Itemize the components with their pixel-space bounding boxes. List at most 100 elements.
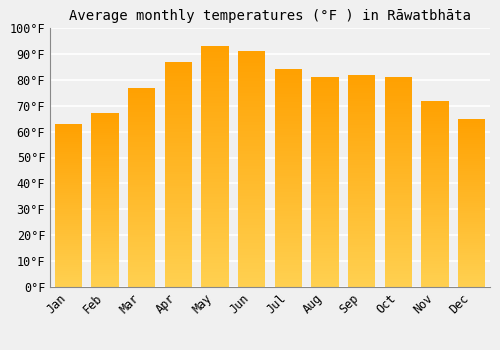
Bar [458, 285, 485, 287]
Bar [128, 207, 156, 210]
Bar [384, 256, 412, 258]
Bar [238, 92, 266, 96]
Bar [164, 132, 192, 135]
Bar [164, 253, 192, 256]
Bar [128, 257, 156, 260]
Bar [384, 174, 412, 177]
Bar [384, 185, 412, 187]
Bar [311, 185, 339, 187]
Bar [128, 272, 156, 274]
Bar [128, 197, 156, 200]
Bar [201, 167, 229, 170]
Bar [384, 250, 412, 253]
Bar [384, 264, 412, 266]
Bar [201, 212, 229, 215]
Bar [311, 135, 339, 138]
Bar [274, 151, 302, 154]
Bar [348, 234, 376, 237]
Bar [311, 198, 339, 201]
Bar [274, 135, 302, 138]
Bar [128, 175, 156, 177]
Bar [91, 248, 119, 250]
Bar [54, 203, 82, 205]
Bar [91, 207, 119, 209]
Bar [384, 198, 412, 201]
Bar [238, 258, 266, 260]
Bar [91, 153, 119, 155]
Bar [164, 239, 192, 242]
Bar [274, 156, 302, 159]
Bar [311, 201, 339, 203]
Bar [201, 91, 229, 94]
Bar [348, 138, 376, 141]
Bar [54, 144, 82, 146]
Bar [201, 161, 229, 163]
Bar [91, 144, 119, 146]
Bar [384, 117, 412, 119]
Bar [348, 83, 376, 85]
Bar [384, 101, 412, 104]
Bar [164, 214, 192, 217]
Bar [274, 230, 302, 233]
Bar [421, 266, 448, 268]
Bar [164, 78, 192, 82]
Bar [201, 61, 229, 64]
Bar [128, 145, 156, 147]
Bar [348, 276, 376, 279]
Bar [128, 150, 156, 152]
Bar [164, 121, 192, 124]
Bar [164, 160, 192, 163]
Bar [164, 208, 192, 211]
Bar [311, 117, 339, 119]
Bar [421, 175, 448, 177]
Bar [164, 281, 192, 284]
Bar [238, 219, 266, 222]
Bar [164, 197, 192, 200]
Bar [384, 127, 412, 130]
Bar [238, 140, 266, 143]
Bar [421, 264, 448, 266]
Bar [91, 276, 119, 278]
Bar [91, 218, 119, 220]
Bar [91, 198, 119, 200]
Bar [348, 98, 376, 101]
Bar [458, 270, 485, 272]
Bar [238, 198, 266, 202]
Bar [201, 112, 229, 116]
Bar [311, 130, 339, 132]
Bar [164, 101, 192, 104]
Bar [311, 279, 339, 282]
Bar [274, 159, 302, 162]
Bar [128, 232, 156, 234]
Bar [201, 103, 229, 106]
Bar [128, 147, 156, 150]
Bar [128, 98, 156, 100]
Bar [348, 210, 376, 213]
Bar [238, 222, 266, 225]
Bar [311, 248, 339, 250]
Bar [128, 88, 156, 90]
Bar [54, 236, 82, 238]
Bar [348, 168, 376, 170]
Bar [54, 277, 82, 279]
Bar [384, 195, 412, 198]
Bar [274, 162, 302, 164]
Bar [348, 258, 376, 260]
Bar [458, 283, 485, 285]
Bar [384, 143, 412, 145]
Bar [384, 269, 412, 271]
Bar [201, 106, 229, 109]
Bar [91, 220, 119, 222]
Bar [458, 169, 485, 171]
Bar [128, 270, 156, 272]
Bar [54, 252, 82, 254]
Bar [54, 154, 82, 156]
Bar [238, 210, 266, 214]
Bar [201, 170, 229, 173]
Bar [311, 240, 339, 243]
Bar [128, 95, 156, 98]
Bar [201, 182, 229, 185]
Bar [348, 104, 376, 106]
Bar [384, 248, 412, 250]
Bar [458, 205, 485, 207]
